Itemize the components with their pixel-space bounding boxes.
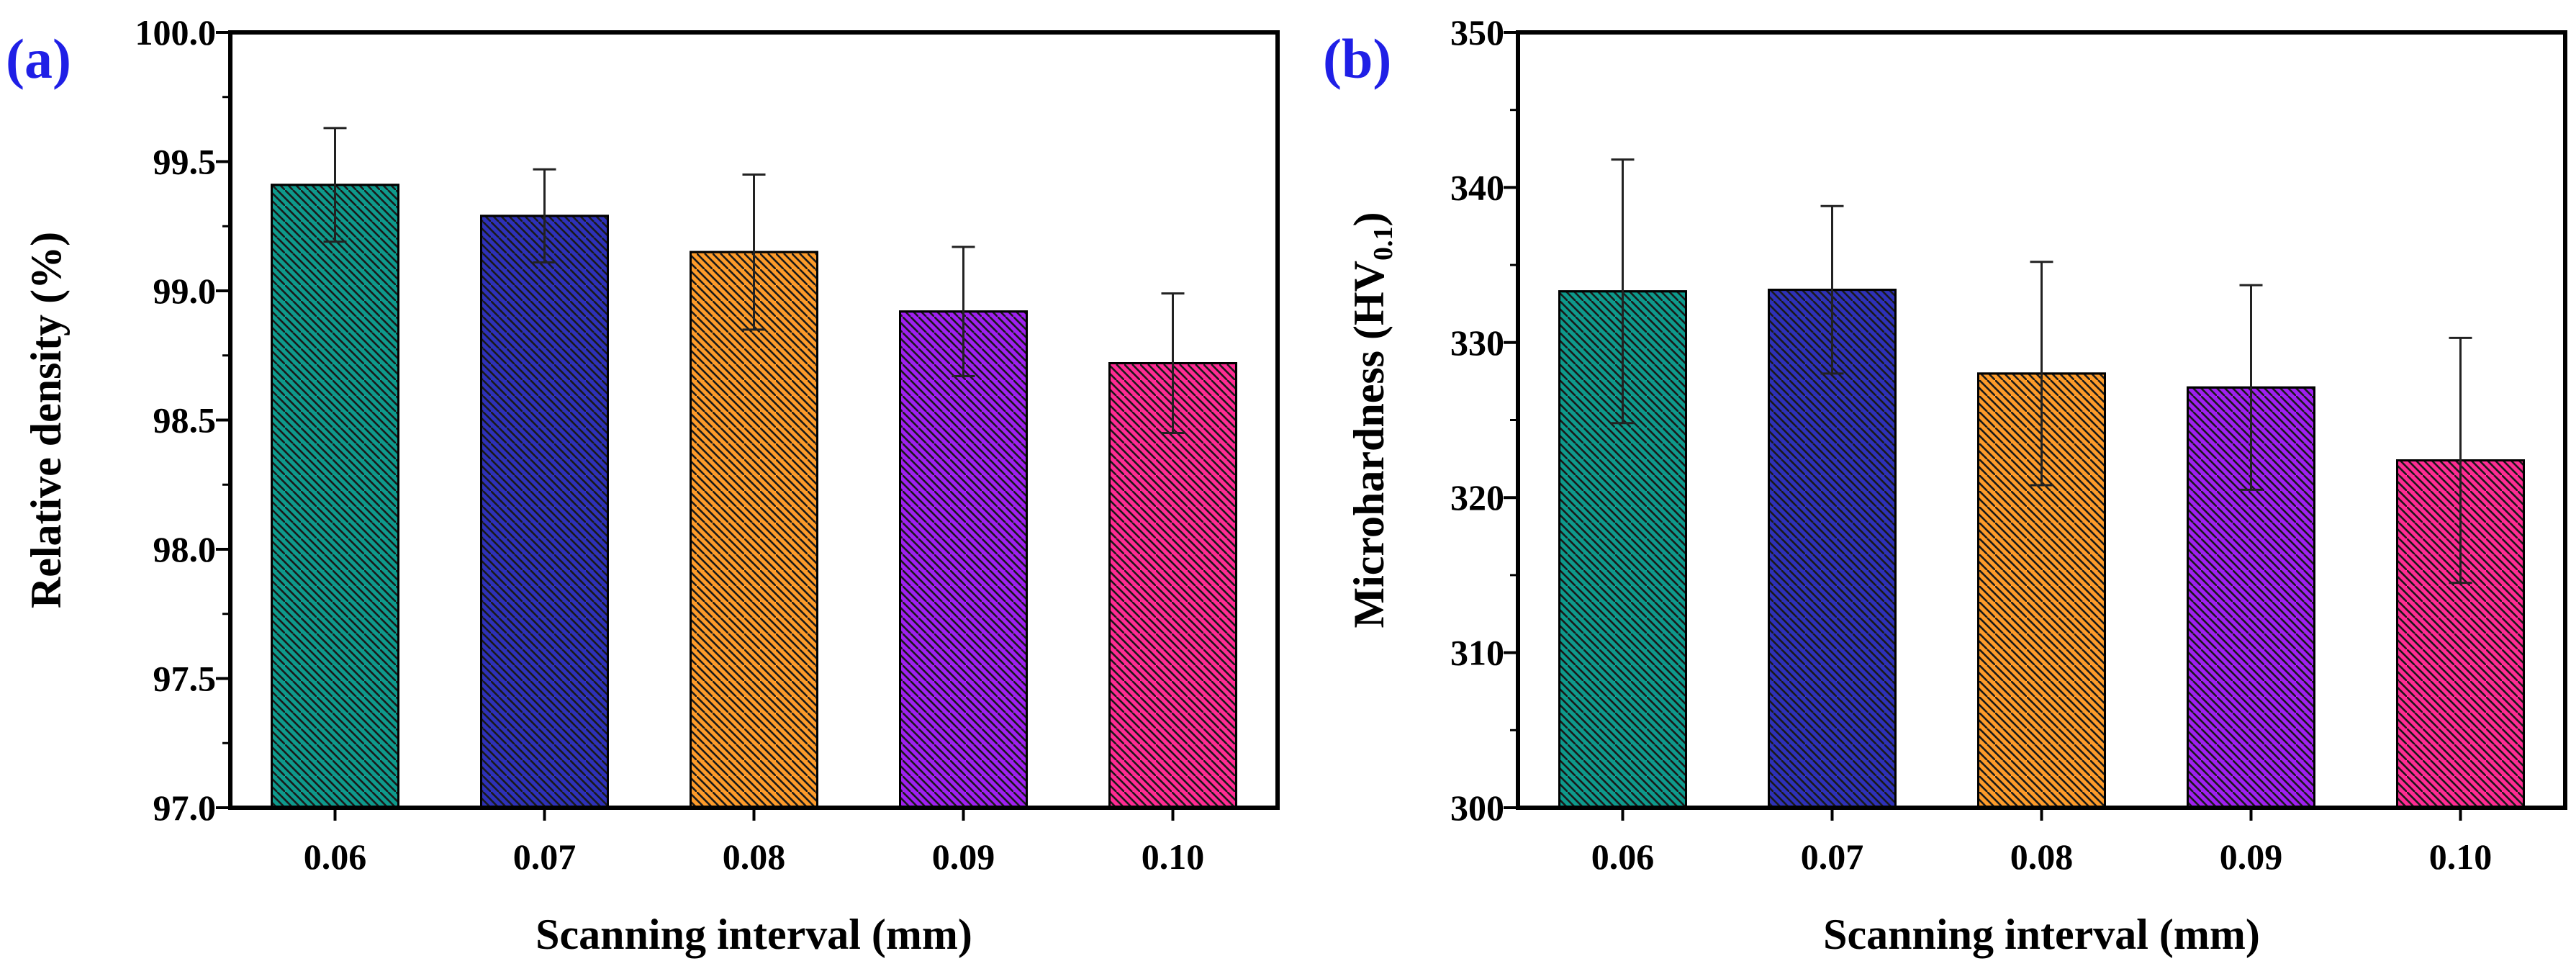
x-tick-label: 0.09 <box>2220 837 2283 877</box>
error-bar-0.10 <box>1161 292 1185 434</box>
bar-hatch-0.07 <box>1768 289 1896 808</box>
y-tick-label: 340 <box>1450 167 1504 207</box>
y-tick-label: 310 <box>1450 633 1504 673</box>
plot-frame <box>228 30 1280 810</box>
y-tick-label: 320 <box>1450 477 1504 518</box>
x-tick-label: 0.07 <box>513 837 577 877</box>
x-tick-label: 0.08 <box>723 837 786 877</box>
x-axis-title: Scanning interval (mm) <box>535 911 972 958</box>
error-bar-0.10 <box>2449 336 2472 585</box>
y-tick-label: 350 <box>1450 12 1504 53</box>
x-tick-label: 0.09 <box>932 837 995 877</box>
y-tick-label: 98.5 <box>153 400 217 441</box>
x-tick-label: 0.10 <box>2429 837 2493 877</box>
y-tick-label: 97.0 <box>153 788 217 828</box>
y-axis-title: Relative density (%) <box>22 232 70 608</box>
x-tick-label: 0.06 <box>1591 837 1655 877</box>
y-tick-label: 330 <box>1450 323 1504 363</box>
y-tick-label: 99.5 <box>153 142 217 182</box>
y-tick-label: 300 <box>1450 788 1504 828</box>
error-bar-0.06 <box>1611 158 1635 425</box>
error-bar-0.08 <box>742 173 766 331</box>
y-tick-label: 99.0 <box>153 271 217 311</box>
panel-label: (b) <box>1323 27 1391 90</box>
x-tick-label: 0.10 <box>1142 837 1205 877</box>
y-tick-label: 97.5 <box>153 659 217 699</box>
bar-hatch-0.10 <box>1109 363 1237 808</box>
x-tick-label: 0.08 <box>2010 837 2074 877</box>
error-bar-0.09 <box>2239 284 2263 491</box>
bar-hatch-0.06 <box>271 184 399 808</box>
x-tick-label: 0.07 <box>1801 837 1864 877</box>
error-bar-0.08 <box>2030 261 2053 487</box>
error-bar-0.09 <box>952 245 975 377</box>
error-bar-0.07 <box>1820 204 1844 375</box>
x-tick-label: 0.06 <box>304 837 367 877</box>
chart-panel-b: 0.06 0.07 0.08 0.09 0.10 300 310 320 330 340 350 Sc… <box>1323 12 2567 958</box>
x-axis-title: Scanning interval (mm) <box>1823 911 2260 958</box>
y-axis-title: Microhardness (HV0.1) <box>1345 212 1398 628</box>
plot-frame <box>1516 30 2567 810</box>
bar-hatch-0.07 <box>481 215 608 808</box>
bar-hatch-0.09 <box>900 311 1027 808</box>
bar-hatch-0.08 <box>690 252 818 808</box>
y-tick-label: 100.0 <box>135 12 217 53</box>
chart-panel-a: 0.06 0.07 0.08 0.09 0.10 97.0 97.5 98.0 98.5 99.0… <box>6 12 1280 958</box>
panel-label: (a) <box>6 27 71 90</box>
y-tick-label: 98.0 <box>153 529 217 569</box>
error-bar-0.06 <box>323 127 347 243</box>
error-bar-0.07 <box>533 168 556 264</box>
